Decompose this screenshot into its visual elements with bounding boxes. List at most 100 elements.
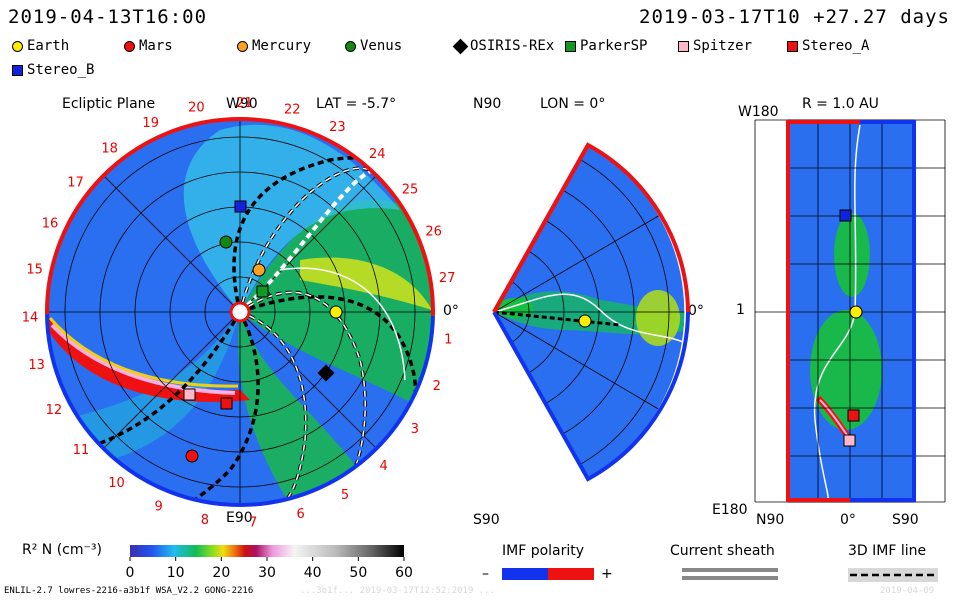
day-label: 4 <box>380 459 388 474</box>
imf-line-title: 3D IMF line <box>848 543 927 559</box>
stereo-a-marker-radial <box>847 409 860 422</box>
footer-date: 2019-04-09 <box>880 586 935 596</box>
ecliptic-bottom-label: E90 <box>226 510 253 526</box>
colorbar-label: R² N (cm⁻³) <box>22 542 102 558</box>
imf-minus-label: – <box>482 566 489 582</box>
mars-marker <box>185 449 199 463</box>
current-sheath-title: Current sheath <box>670 543 775 559</box>
earth-marker-radial <box>849 305 863 319</box>
legend-marker-circle <box>237 40 248 52</box>
day-label: 6 <box>297 507 305 522</box>
day-label: 9 <box>154 500 162 515</box>
legend-label: Venus <box>360 38 403 54</box>
legend-item-mercury: Mercury <box>237 38 311 54</box>
parkersp-marker <box>256 285 269 298</box>
legend-item-parkersp: ParkerSP <box>565 38 647 54</box>
legend-label: Earth <box>27 38 70 54</box>
mercury-marker <box>252 263 266 277</box>
day-label: 27 <box>439 271 456 286</box>
legend-label: Spitzer <box>693 38 753 54</box>
legend-label: OSIRIS-REx <box>470 38 555 54</box>
footer-faded: ...3b1f... 2019-03-17T12:52:2019 ... <box>300 586 496 596</box>
day-label: 7 <box>249 516 257 531</box>
day-label: 22 <box>284 103 301 118</box>
day-label: 17 <box>67 176 84 191</box>
radial-title: R = 1.0 AU <box>802 96 879 112</box>
day-label: 26 <box>425 225 442 240</box>
imf-polarity-negative <box>502 568 548 580</box>
day-label: 25 <box>402 183 419 198</box>
legend-label: ParkerSP <box>580 38 648 54</box>
legend-item-spitzer: Spitzer <box>678 38 752 54</box>
radial-mid-left-label: 1 <box>736 302 745 318</box>
colorbar-tick-label: 20 <box>212 565 230 581</box>
day-label: 12 <box>46 403 63 418</box>
legend-marker-square <box>678 40 689 52</box>
venus-marker <box>219 235 233 249</box>
radial-top-left-label: W180 <box>738 104 779 120</box>
ecliptic-title: Ecliptic Plane <box>62 96 156 112</box>
right-timestamp: 2019-03-17T10 +27.27 days <box>639 6 950 28</box>
legend-item-stereo-a: Stereo_A <box>787 38 869 54</box>
radial-bottom-mid: 0° <box>840 512 856 528</box>
legend: Earth Mars Mercury Venus OSIRIS-REx ParkerSP S… <box>12 38 952 88</box>
imf-plus-label: + <box>601 566 613 582</box>
radial-bottom-n: N90 <box>756 512 785 528</box>
day-label: 18 <box>101 141 118 156</box>
legend-item-osiris-rex: OSIRIS-REx <box>452 38 555 54</box>
legend-label: Stereo_A <box>802 38 870 54</box>
earth-marker <box>329 305 343 319</box>
colorbar-tick-label: 60 <box>395 565 413 581</box>
day-label: 3 <box>411 422 419 437</box>
legend-marker-circle <box>345 40 356 52</box>
day-label: 11 <box>73 443 90 458</box>
legend-label: Stereo_B <box>27 62 95 78</box>
stereo-a-marker <box>220 397 233 410</box>
legend-marker-square <box>787 40 798 52</box>
footer-model: ENLIL-2.7 lowres-2216-a3b1f WSA_V2.2 GON… <box>4 586 254 596</box>
day-label: 19 <box>142 116 159 131</box>
legend-marker-square <box>565 40 576 52</box>
spitzer-marker-radial <box>843 434 856 447</box>
meridional-top-label: N90 <box>473 96 502 112</box>
colorbar-ticks: 0 10 20 30 40 50 60 <box>126 557 413 581</box>
day-label: 1 <box>444 332 452 347</box>
colorbar-tick-label: 0 <box>126 565 135 581</box>
meridional-plot <box>492 142 690 482</box>
day-label: 24 <box>369 147 386 162</box>
legend-item-stereo-b: Stereo_B <box>12 62 94 78</box>
osiris-rex-marker <box>317 364 335 382</box>
colorbar <box>130 545 404 557</box>
legend-label: Mercury <box>252 38 312 54</box>
earth-marker-meridional <box>578 314 592 328</box>
radial-plot <box>754 119 946 503</box>
radial-bottom-s: S90 <box>892 512 919 528</box>
day-label: 5 <box>341 488 349 503</box>
imf-polarity-positive <box>548 568 594 580</box>
colorbar-tick-label: 30 <box>258 565 276 581</box>
legend-item-mars: Mars <box>124 38 173 54</box>
markers-other <box>578 209 863 447</box>
day-label: 10 <box>108 476 125 491</box>
legend-item-venus: Venus <box>345 38 402 54</box>
day-label: 14 <box>22 310 39 325</box>
meridional-bottom-label: S90 <box>473 512 500 528</box>
colorbar-tick-label: 10 <box>167 565 185 581</box>
legend-marker-square <box>12 64 23 76</box>
day-label: 23 <box>329 120 346 135</box>
day-label: 13 <box>28 358 45 373</box>
day-label: 8 <box>201 513 209 528</box>
left-timestamp: 2019-04-13T16:00 <box>8 6 208 28</box>
day-label: 2 <box>433 379 441 394</box>
day-label: 21 <box>236 96 253 111</box>
ecliptic-right-label: 0° <box>443 303 459 319</box>
imf-polarity-title: IMF polarity <box>502 543 585 559</box>
day-label: 15 <box>26 262 43 277</box>
markers-ecliptic <box>183 200 343 463</box>
imf-line-swatch <box>848 568 938 582</box>
radial-bottom-left-label: E180 <box>712 502 748 518</box>
meridional-right-label: 0° <box>688 303 704 319</box>
legend-marker-circle <box>124 40 135 52</box>
